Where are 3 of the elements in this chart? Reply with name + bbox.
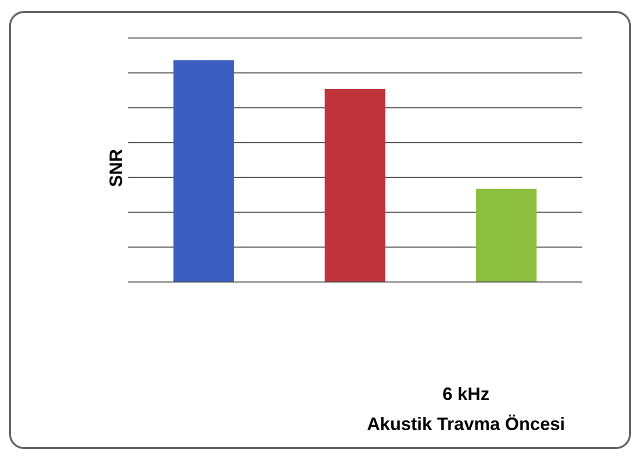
- text: 6 kHz: [442, 384, 490, 404]
- y-axis-title: SNR: [106, 148, 126, 188]
- text: Akustik Travma Öncesi: [366, 414, 566, 434]
